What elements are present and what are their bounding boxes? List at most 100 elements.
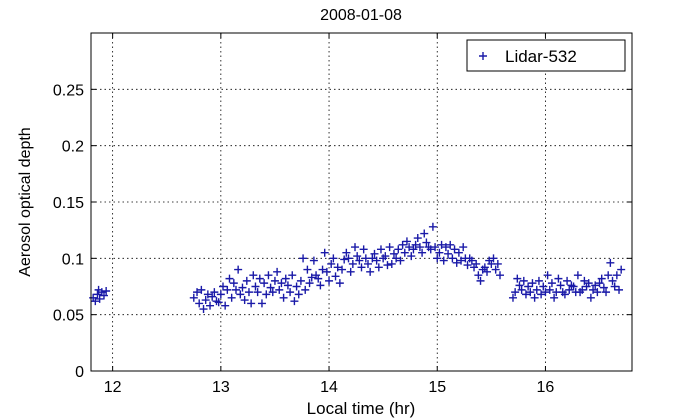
axis-ticks: 12 13 14 15 16 0 0.05 0.1 0.15 0.2 0.25 (53, 33, 632, 396)
data-point (325, 276, 334, 285)
data-point (396, 256, 405, 265)
data-point (437, 240, 446, 249)
data-point (93, 290, 102, 299)
data-point (296, 276, 305, 285)
data-point (320, 248, 329, 257)
data-point (260, 279, 269, 288)
data-point (521, 290, 530, 299)
data-point (508, 293, 517, 302)
data-point (255, 274, 264, 283)
data-point (431, 243, 440, 252)
data-point (223, 285, 232, 294)
data-point (359, 245, 368, 254)
data-point (327, 259, 336, 268)
data-point (612, 271, 621, 280)
data-point (290, 297, 299, 306)
data-point (316, 281, 325, 290)
grid-lines (91, 33, 632, 371)
data-point (578, 285, 587, 294)
data-point (394, 245, 403, 254)
data-point (407, 252, 416, 261)
data-point (366, 267, 375, 276)
data-point (418, 248, 427, 257)
data-point (524, 282, 533, 291)
data-point (550, 293, 559, 302)
data-point (409, 245, 418, 254)
data-point (491, 265, 500, 274)
data-point (275, 285, 284, 294)
data-point (467, 256, 476, 265)
data-point (322, 267, 331, 276)
data-point (591, 281, 600, 290)
data-point (203, 290, 212, 299)
data-point (251, 282, 260, 291)
data-point (199, 305, 208, 314)
data-point (405, 243, 414, 252)
data-point (264, 271, 273, 280)
data-point (519, 276, 528, 285)
data-point (398, 240, 407, 249)
data-point (247, 299, 256, 308)
data-point (257, 299, 266, 308)
data-point (420, 229, 429, 238)
data-point (556, 281, 565, 290)
data-point (236, 290, 245, 299)
data-point (292, 282, 301, 291)
legend-marker (479, 52, 487, 60)
data-point (244, 288, 253, 297)
data-point (589, 285, 598, 294)
data-point (560, 290, 569, 299)
data-point (433, 254, 442, 263)
data-point (294, 290, 303, 299)
data-point (597, 274, 606, 283)
data-point (286, 288, 295, 297)
data-point (606, 258, 615, 267)
data-point (370, 249, 379, 258)
data-point (368, 254, 377, 263)
data-point (357, 263, 366, 272)
data-point (387, 259, 396, 268)
data-point (454, 248, 463, 257)
data-point (318, 265, 327, 274)
data-point (602, 288, 611, 297)
y-tick-label: 0.25 (53, 82, 84, 99)
data-point (227, 293, 236, 302)
data-point (240, 296, 249, 305)
data-point (372, 256, 381, 265)
data-point (95, 294, 104, 303)
data-point (329, 254, 338, 263)
data-point (340, 255, 349, 264)
data-point (495, 271, 504, 280)
y-tick-label: 0.05 (53, 308, 84, 325)
data-point (303, 265, 312, 274)
data-point (344, 254, 353, 263)
data-point (400, 248, 409, 257)
data-point (270, 276, 279, 285)
data-point (615, 285, 624, 294)
data-point (472, 259, 481, 268)
legend-label: Lidar-532 (505, 47, 577, 66)
data-point (463, 261, 472, 270)
data-point (219, 282, 228, 291)
data-point (189, 293, 198, 302)
data-point (374, 263, 383, 272)
data-point (517, 285, 526, 294)
data-point (474, 271, 483, 280)
data-point (554, 274, 563, 283)
data-point (584, 279, 593, 288)
data-point (206, 301, 215, 310)
data-point (452, 258, 461, 267)
data-point (541, 288, 550, 297)
data-point (532, 285, 541, 294)
x-tick-label: 16 (537, 379, 555, 396)
data-point (342, 248, 351, 257)
y-axis-label: Aerosol optical depth (17, 127, 34, 276)
data-point (511, 288, 520, 297)
data-point (301, 285, 310, 294)
data-point (268, 288, 277, 297)
data-point (428, 222, 437, 231)
chart-title: 2008-01-08 (320, 7, 402, 24)
data-point (493, 259, 502, 268)
data-point (450, 245, 459, 254)
data-point (208, 292, 217, 301)
